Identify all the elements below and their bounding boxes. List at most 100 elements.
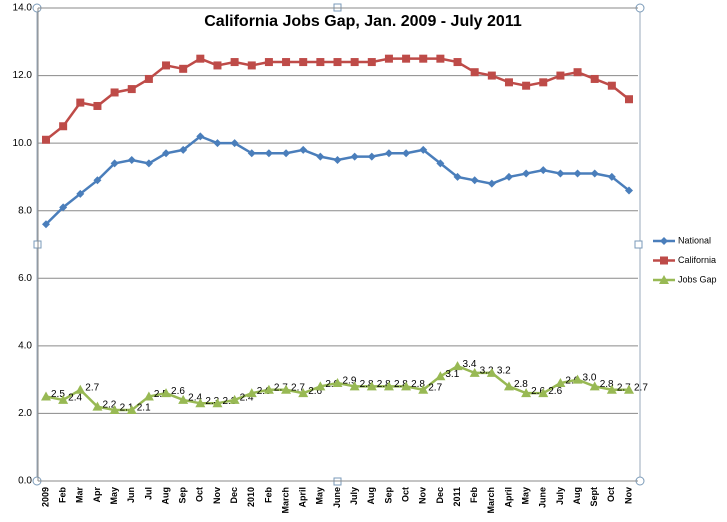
data-label: 3.1 [445,369,459,380]
x-tick-label: May [109,487,119,505]
data-label: 2.6 [531,386,545,397]
data-point [59,122,68,131]
x-tick-label: 2011 [452,487,462,507]
data-point [195,398,206,408]
data-point [333,156,342,165]
data-label: 2.5 [154,389,168,400]
data-point [469,367,480,377]
data-label: 2.8 [600,379,614,390]
data-point [110,88,119,97]
x-tick-label: March [486,487,496,514]
x-tick-label: Feb [58,487,68,504]
data-point [230,58,239,67]
x-tick-label: Aug [160,487,170,505]
legend-label: Jobs Gap [678,274,717,284]
x-tick-label: Oct [606,487,616,502]
data-point [126,405,137,415]
series: 2.5 2.42.72.2 2.1 2.12.5 2.62.4 2.3 2.3 2.42.6 2… [41,359,648,415]
data-point [572,374,583,384]
data-point [419,54,428,63]
data-point [161,388,172,398]
x-tick-label: Aug [366,487,376,505]
x-tick-label: July [555,487,565,505]
x-tick-label: Jul [143,487,153,500]
data-point [42,135,50,144]
data-point [590,74,599,83]
data-point [590,169,599,178]
x-tick-label: June [332,487,342,508]
x-tick-label: 2009 [40,487,50,507]
data-point [316,58,325,67]
x-tick-label: Feb [469,487,479,504]
data-point [75,384,86,394]
data-point [573,169,582,178]
y-tick-label: 6.0 [18,273,32,284]
x-tick-label: Jun [126,487,136,503]
data-label: 2.8 [325,379,339,390]
data-point [315,381,326,391]
chart-title: California Jobs Gap, Jan. 2009 - July 20… [204,13,522,30]
data-point [162,61,171,70]
data-point [401,381,412,391]
x-tick-label: June [538,487,548,508]
x-tick-label: 2010 [246,487,256,507]
data-point [316,152,325,161]
data-point [127,85,136,94]
data-point [41,391,51,401]
x-tick-label: Nov [418,487,428,504]
data-point [555,378,566,388]
x-tick-label: Oct [400,487,410,502]
data-label: 2.7 [274,382,288,393]
data-point [402,54,411,63]
data-point [42,220,50,229]
data-point [264,58,273,67]
legend-marker [660,237,668,245]
y-tick-label: 0.0 [18,476,32,487]
data-point [538,388,549,398]
data-label: 2.8 [377,379,391,390]
data-point [367,58,376,67]
data-label: 2.4 [68,393,82,404]
data-point [384,54,393,63]
data-label: 2.8 [360,379,374,390]
x-tick-label: July [349,487,359,505]
data-point [93,176,102,185]
data-point [384,149,393,158]
data-point [213,61,222,70]
data-point [93,101,102,110]
data-label: 2.6 [308,386,322,397]
data-point [281,384,292,394]
data-label: 3.2 [497,366,511,377]
data-label: 2.6 [171,386,185,397]
x-tick-label: Aug [572,487,582,505]
data-point [58,394,69,404]
y-tick-label: 12.0 [13,70,33,81]
legend-label: National [678,235,711,245]
data-point [487,71,496,80]
data-point [504,172,513,181]
data-point [162,149,171,158]
data-point [402,149,411,158]
data-point [573,68,582,77]
data-point [282,58,291,67]
data-point [298,388,309,398]
data-point [110,159,119,168]
data-label: 2.7 [428,382,442,393]
x-tick-label: May [520,487,530,505]
data-point [332,378,343,388]
data-point [522,81,531,90]
data-point [625,186,633,195]
x-tick-label: May [315,487,325,505]
data-point [350,58,359,67]
data-label: 2.8 [411,379,425,390]
data-label: 2.3 [205,396,219,407]
data-point [59,203,68,212]
data-label: 2.8 [514,379,528,390]
data-point [503,381,514,391]
data-point [196,54,205,63]
data-label: 2.6 [257,386,271,397]
data-point [539,78,548,87]
data-point [179,64,188,73]
data-point [196,132,205,141]
